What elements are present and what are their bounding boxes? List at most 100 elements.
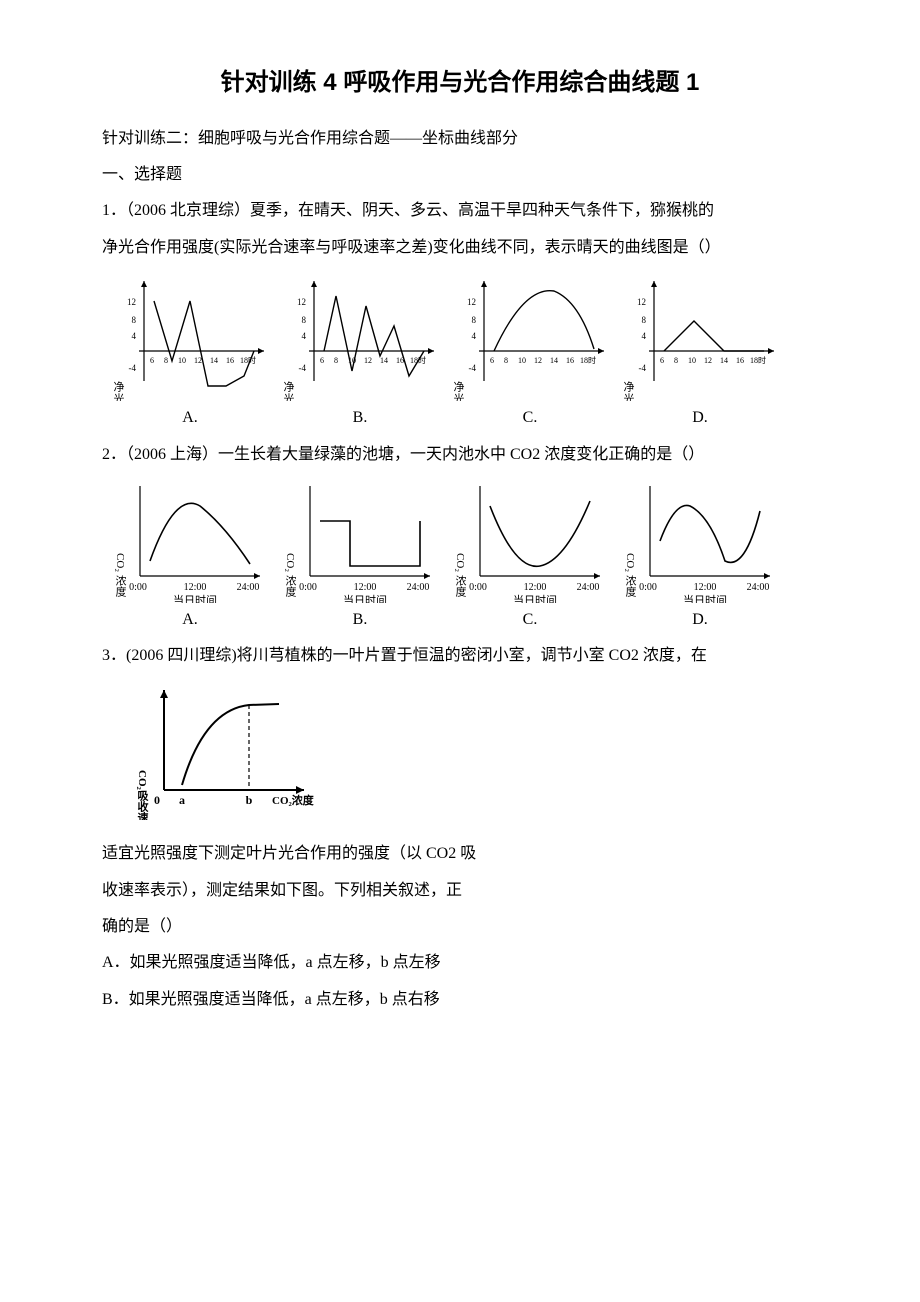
svg-text:CO₂ 浓度: CO₂ 浓度 [454, 553, 467, 598]
q1-chart-row: 12 8 4 -4 6 8 10 12 14 16 18时 净光合作用强度 A. [110, 271, 850, 433]
svg-text:-4: -4 [129, 363, 137, 373]
svg-text:CO₂吸收速率: CO₂吸收速率 [136, 770, 149, 820]
q2-label-c: C. [523, 605, 538, 635]
svg-text:16: 16 [566, 356, 574, 365]
svg-text:净光合作用强度: 净光合作用强度 [282, 380, 295, 401]
svg-text:8: 8 [504, 356, 508, 365]
page-title: 针对训练 4 呼吸作用与光合作用综合曲线题 1 [70, 60, 850, 106]
svg-text:当日时间: 当日时间 [173, 593, 217, 603]
q1-stem-line1: 1．（2006 北京理综）夏季，在晴天、阴天、多云、高温干旱四种天气条件下，猕猴… [70, 196, 850, 226]
svg-text:净光合作用强度: 净光合作用强度 [622, 380, 635, 401]
svg-text:6: 6 [320, 356, 324, 365]
svg-text:8: 8 [334, 356, 338, 365]
svg-text:8: 8 [164, 356, 168, 365]
q1-label-c: C. [523, 403, 538, 433]
svg-text:12: 12 [297, 297, 306, 307]
svg-text:24:00: 24:00 [237, 582, 260, 593]
svg-text:8: 8 [642, 315, 647, 325]
svg-text:12: 12 [637, 297, 646, 307]
svg-text:14: 14 [550, 356, 558, 365]
q2-stem: 2．（2006 上海）一生长着大量绿藻的池塘，一天内池水中 CO2 浓度变化正确… [70, 440, 850, 470]
svg-text:12: 12 [194, 356, 202, 365]
svg-text:0:00: 0:00 [469, 582, 487, 593]
q2-chart-d: 0:00 12:00 24:00 当日时间 CO₂ 浓度 D. [620, 478, 780, 635]
svg-text:6: 6 [150, 356, 154, 365]
svg-text:10: 10 [178, 356, 186, 365]
q2-chart-c: 0:00 12:00 24:00 当日时间 CO₂ 浓度 C. [450, 478, 610, 635]
svg-text:14: 14 [380, 356, 388, 365]
q2-label-b: B. [353, 605, 368, 635]
svg-text:0:00: 0:00 [299, 582, 317, 593]
q3-stem-line4: 确的是（） [70, 912, 850, 942]
svg-text:18时: 18时 [750, 355, 766, 365]
svg-text:24:00: 24:00 [577, 582, 600, 593]
q1-stem-line2: 净光合作用强度(实际光合速率与呼吸速率之差)变化曲线不同，表示晴天的曲线图是（） [70, 233, 850, 263]
svg-text:4: 4 [302, 331, 307, 341]
q1-label-a: A. [182, 403, 198, 433]
svg-text:-4: -4 [639, 363, 647, 373]
subtitle: 针对训练二：细胞呼吸与光合作用综合题——坐标曲线部分 [70, 124, 850, 154]
svg-text:12: 12 [534, 356, 542, 365]
svg-text:CO₂浓度: CO₂浓度 [272, 793, 315, 807]
svg-text:6: 6 [660, 356, 664, 365]
svg-text:12: 12 [467, 297, 476, 307]
q2-chart-row: 0:00 12:00 24:00 当日时间 CO₂ 浓度 A. 0:00 12:… [110, 478, 850, 635]
section-heading: 一、选择题 [70, 160, 850, 190]
svg-text:12: 12 [364, 356, 372, 365]
svg-text:14: 14 [720, 356, 728, 365]
q1-chart-b: 12 8 4 -4 6 8 10 12 14 16 18时 净光合作用强度 B. [280, 271, 440, 433]
svg-text:0:00: 0:00 [639, 582, 657, 593]
q2-chart-a: 0:00 12:00 24:00 当日时间 CO₂ 浓度 A. [110, 478, 270, 635]
q3-stem-line3: 收速率表示），测定结果如下图。下列相关叙述，正 [70, 876, 850, 906]
svg-text:-4: -4 [299, 363, 307, 373]
svg-text:当日时间: 当日时间 [343, 593, 387, 603]
svg-text:12: 12 [127, 297, 136, 307]
q1-chart-a: 12 8 4 -4 6 8 10 12 14 16 18时 净光合作用强度 A. [110, 271, 270, 433]
svg-text:12: 12 [704, 356, 712, 365]
svg-text:净光合作用强度: 净光合作用强度 [452, 380, 465, 401]
svg-text:6: 6 [490, 356, 494, 365]
q2-label-d: D. [692, 605, 708, 635]
svg-text:a: a [179, 793, 185, 807]
svg-text:当日时间: 当日时间 [683, 593, 727, 603]
q3-stem-line2: 适宜光照强度下测定叶片光合作用的强度（以 CO2 吸 [70, 839, 850, 869]
q1-label-b: B. [353, 403, 368, 433]
svg-text:18时: 18时 [580, 355, 596, 365]
svg-text:4: 4 [132, 331, 137, 341]
svg-text:24:00: 24:00 [407, 582, 430, 593]
q3-chart: 0 a b CO₂浓度 CO₂吸收速率 [130, 680, 850, 831]
svg-text:12:00: 12:00 [354, 582, 377, 593]
q1-chart-d: 12 8 4 -4 6 8 10 12 14 16 18时 净光合作用强度 D. [620, 271, 780, 433]
svg-text:0: 0 [154, 793, 160, 807]
svg-text:24:00: 24:00 [747, 582, 770, 593]
svg-text:-4: -4 [469, 363, 477, 373]
svg-text:CO₂ 浓度: CO₂ 浓度 [624, 553, 637, 598]
svg-text:18时: 18时 [240, 355, 256, 365]
svg-text:16: 16 [736, 356, 744, 365]
svg-text:4: 4 [472, 331, 477, 341]
svg-text:10: 10 [688, 356, 696, 365]
q1-chart-c: 12 8 4 -4 6 8 10 12 14 16 18时 净光合作用强度 C. [450, 271, 610, 433]
svg-text:12:00: 12:00 [524, 582, 547, 593]
svg-text:8: 8 [472, 315, 477, 325]
svg-text:12:00: 12:00 [694, 582, 717, 593]
svg-text:10: 10 [518, 356, 526, 365]
svg-text:8: 8 [132, 315, 137, 325]
svg-text:当日时间: 当日时间 [513, 593, 557, 603]
q2-label-a: A. [182, 605, 198, 635]
svg-text:8: 8 [674, 356, 678, 365]
svg-text:4: 4 [642, 331, 647, 341]
svg-text:b: b [246, 793, 253, 807]
q3-option-b: B．如果光照强度适当降低，a 点左移，b 点右移 [70, 985, 850, 1015]
svg-text:CO₂ 浓度: CO₂ 浓度 [284, 553, 297, 598]
q2-chart-b: 0:00 12:00 24:00 当日时间 CO₂ 浓度 B. [280, 478, 440, 635]
svg-text:0:00: 0:00 [129, 582, 147, 593]
svg-text:CO₂ 浓度: CO₂ 浓度 [114, 553, 127, 598]
q1-label-d: D. [692, 403, 708, 433]
svg-text:12:00: 12:00 [184, 582, 207, 593]
svg-text:净光合作用强度: 净光合作用强度 [112, 380, 125, 401]
q3-stem-line1: 3．(2006 四川理综)将川芎植株的一叶片置于恒温的密闭小室，调节小室 CO2… [70, 641, 850, 671]
svg-text:14: 14 [210, 356, 218, 365]
svg-text:8: 8 [302, 315, 307, 325]
svg-text:16: 16 [226, 356, 234, 365]
